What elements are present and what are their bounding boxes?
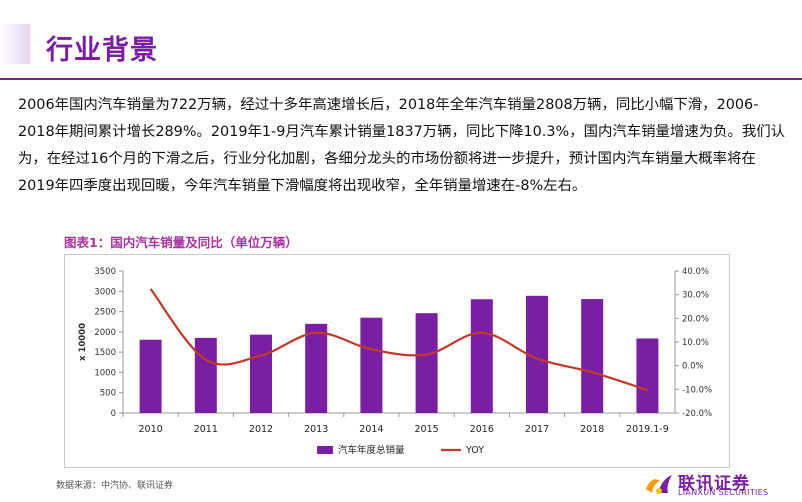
body-paragraph: 2006年国内汽车销量为722万辆，经过十多年高速增长后，2018年全年汽车销量…: [18, 97, 786, 194]
y2-tick-label: 40.0%: [682, 267, 709, 277]
y-tick-label: 500: [100, 389, 116, 399]
bar-2013: [305, 323, 328, 413]
bar-2012: [250, 334, 272, 413]
bar-2015: [415, 313, 438, 413]
y-tick-label: 1000: [94, 368, 116, 378]
logo-mark-icon: [646, 475, 672, 494]
sales-yoy-chart: 3500 3000 2500 2000 1500 1000 500 0 40.0% 30.0% 20…: [78, 267, 712, 456]
y-tick-label: 3500: [94, 267, 116, 277]
title-accent: [0, 24, 30, 64]
page-title: 行业背景: [46, 35, 158, 66]
y-tick-label: 2500: [94, 308, 116, 318]
x-tick-label: 2010: [139, 424, 163, 435]
y2-tick-label: 10.0%: [682, 338, 709, 348]
y2-tick-label: -20.0%: [682, 409, 712, 419]
legend-line-label: YOY: [465, 445, 484, 456]
y2-tick-label: 30.0%: [682, 291, 709, 301]
x-tick-label: 2019.1-9: [626, 424, 669, 435]
y-tick-label: 0: [111, 409, 116, 419]
x-tick-label: 2018: [580, 424, 604, 435]
y2-tick-label: 0.0%: [682, 362, 704, 372]
bar-2018: [581, 299, 604, 413]
bar-2016: [470, 299, 493, 413]
x-tick-label: 2013: [304, 424, 328, 435]
x-tick-label: 2015: [415, 424, 439, 435]
title-bar: 行业背景: [0, 0, 802, 82]
legend-bar-label: 汽车年度总销量: [338, 444, 405, 456]
bar-2019.1-9: [636, 338, 659, 413]
y-tick-label: 1500: [94, 348, 116, 358]
y2-tick-label: -10.0%: [682, 385, 712, 395]
logo-text-cn: 联讯证券: [678, 474, 750, 494]
chart-frame: 3500 3000 2500 2000 1500 1000 500 0 40.0% 30.0% 20…: [64, 254, 730, 468]
source-note: 数据来源：中汽协、联讯证券: [56, 481, 174, 491]
bar-2017: [526, 295, 548, 413]
y2-tick-label: 20.0%: [682, 314, 709, 324]
legend-bar-swatch: [317, 446, 333, 454]
x-tick-label: 2014: [359, 424, 383, 435]
x-tick-label: 2012: [249, 424, 273, 435]
x-tick-label: 2016: [470, 424, 494, 435]
title-rule: [0, 78, 802, 80]
x-tick-label: 2011: [194, 424, 218, 435]
chart-caption: 图表1：国内汽车销量及同比（单位万辆）: [64, 235, 298, 250]
yoy-line: [149, 288, 648, 392]
bar-2010: [139, 339, 162, 413]
company-logo: 联讯证券 LIANXUN SECURITIES: [644, 469, 794, 499]
logo-text-en: LIANXUN SECURITIES: [678, 488, 769, 497]
y-axis-label: x 10000: [78, 323, 88, 361]
bar-2014: [360, 317, 383, 413]
y-tick-label: 2000: [94, 328, 116, 338]
y-tick-label: 3000: [94, 287, 116, 297]
bar-2011: [194, 337, 217, 413]
x-tick-label: 2017: [525, 424, 549, 435]
